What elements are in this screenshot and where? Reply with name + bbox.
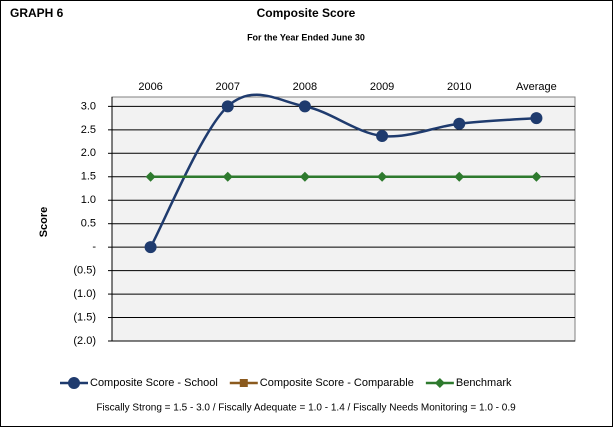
x-tick-label: 2008 bbox=[293, 81, 317, 93]
y-tick-label: 2.0 bbox=[81, 147, 96, 159]
graph-label: GRAPH 6 bbox=[10, 6, 64, 20]
legend-label: Composite Score - School bbox=[90, 377, 218, 389]
data-point bbox=[145, 171, 156, 182]
legend-marker bbox=[68, 377, 80, 389]
data-point bbox=[453, 117, 466, 130]
y-tick-label: 2.5 bbox=[81, 124, 96, 136]
data-point bbox=[222, 171, 233, 182]
data-point bbox=[530, 112, 543, 125]
legend-label: Benchmark bbox=[456, 377, 512, 389]
y-tick-label: (2.0) bbox=[73, 335, 96, 347]
x-tick-label: 2006 bbox=[138, 81, 162, 93]
x-tick-label: 2010 bbox=[447, 81, 471, 93]
legend-marker bbox=[434, 378, 445, 388]
y-tick-label: 3.0 bbox=[81, 100, 96, 112]
data-point bbox=[221, 100, 234, 113]
y-tick-label: (0.5) bbox=[73, 265, 96, 277]
y-axis-label: Score bbox=[38, 207, 50, 238]
legend-label: Composite Score - Comparable bbox=[260, 377, 414, 389]
legend-marker bbox=[239, 379, 248, 387]
footnote: Fiscally Strong = 1.5 - 3.0 / Fiscally A… bbox=[96, 403, 516, 414]
data-point bbox=[144, 241, 157, 254]
data-point bbox=[376, 129, 389, 142]
y-tick-label: 1.0 bbox=[81, 194, 96, 206]
y-tick-label: 0.5 bbox=[81, 218, 96, 230]
y-tick-label: 1.5 bbox=[81, 171, 96, 183]
y-tick-label: (1.5) bbox=[73, 311, 96, 323]
x-tick-label: 2009 bbox=[370, 81, 394, 93]
chart-title: Composite Score bbox=[257, 6, 356, 20]
data-point bbox=[377, 171, 388, 182]
y-tick-label: - bbox=[92, 241, 96, 253]
data-point bbox=[299, 171, 310, 182]
data-point bbox=[298, 100, 311, 113]
x-tick-label: Average bbox=[516, 81, 557, 93]
data-point bbox=[531, 171, 542, 182]
x-tick-label: 2007 bbox=[216, 81, 240, 93]
data-point bbox=[454, 171, 465, 182]
chart-subtitle: For the Year Ended June 30 bbox=[247, 32, 365, 42]
y-tick-label: (1.0) bbox=[73, 288, 96, 300]
plot-area bbox=[111, 96, 576, 342]
